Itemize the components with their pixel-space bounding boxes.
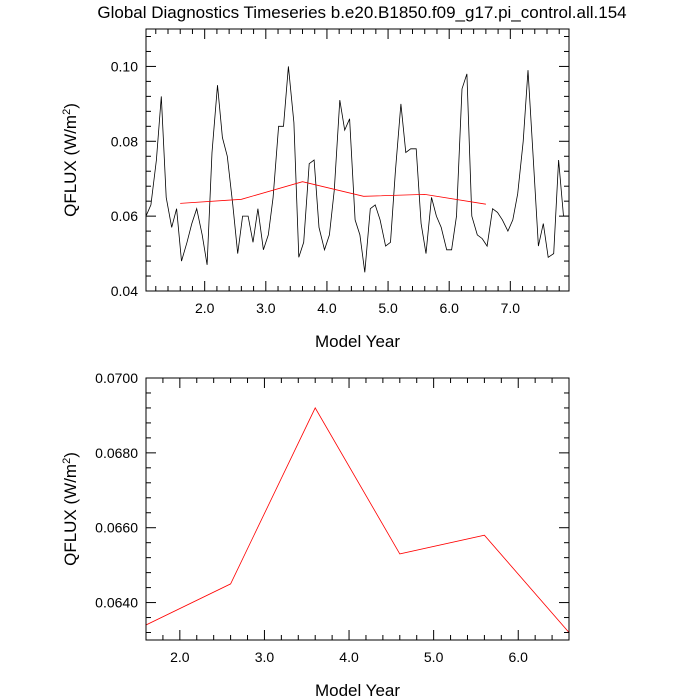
top-panel: 2.0 3.0 4.0 5.0 6.0 7.0 0.04 0.06 0.08 0.10 Model… xyxy=(61,28,570,351)
top-ticks xyxy=(146,29,569,292)
y-tick-label: 0.0640 xyxy=(95,595,138,611)
y-tick-label: 0.08 xyxy=(111,133,138,149)
top-tick-labels: 2.0 3.0 4.0 5.0 6.0 7.0 0.04 0.06 0.08 0.10 xyxy=(111,58,521,316)
top-y-axis-label: QFLUX (W/m2) xyxy=(61,103,80,217)
x-tick-label: 3.0 xyxy=(256,300,276,316)
x-tick-label: 4.0 xyxy=(317,300,337,316)
x-tick-label: 2.0 xyxy=(195,300,215,316)
y-tick-label: 0.0680 xyxy=(95,445,138,461)
x-tick-label: 5.0 xyxy=(378,300,398,316)
top-plot-frame xyxy=(145,28,570,292)
bottom-y-axis-label: QFLUX (W/m2) xyxy=(61,452,80,566)
bottom-ticks xyxy=(145,377,570,640)
y-tick-label: 0.10 xyxy=(111,58,138,74)
x-tick-label: 3.0 xyxy=(255,649,275,665)
bottom-x-axis-label: Model Year xyxy=(315,681,400,700)
bottom-panel: 2.0 3.0 4.0 5.0 6.00.06400.06600.06800.0700 … xyxy=(61,370,570,700)
bottom-tick-labels: 2.0 3.0 4.0 5.0 6.0 0.0640 0.0660 0.0680 0.0700 xyxy=(95,370,528,665)
monthly-series-line xyxy=(146,66,569,273)
x-tick-label: 2.0 xyxy=(170,649,190,665)
figure-title: Global Diagnostics Timeseries b.e20.B185… xyxy=(97,3,626,22)
y-tick-label: 0.06 xyxy=(111,208,138,224)
top-plot-lines xyxy=(146,66,569,273)
x-tick-label: 4.0 xyxy=(339,649,359,665)
annual-mean-line xyxy=(180,181,486,205)
annual-mean-line xyxy=(146,407,569,633)
x-tick-label: 6.0 xyxy=(439,300,459,316)
bottom-plot-frame xyxy=(145,377,570,641)
x-tick-label: 5.0 xyxy=(424,649,444,665)
y-tick-label: 0.04 xyxy=(111,283,138,299)
y-tick-label: 0.0660 xyxy=(95,520,138,536)
x-tick-label: 7.0 xyxy=(501,300,521,316)
x-tick-label: 6.0 xyxy=(509,649,529,665)
y-tick-label: 0.0700 xyxy=(95,370,138,386)
top-x-axis-label: Model Year xyxy=(315,332,400,351)
bottom-plot-lines xyxy=(146,407,569,633)
